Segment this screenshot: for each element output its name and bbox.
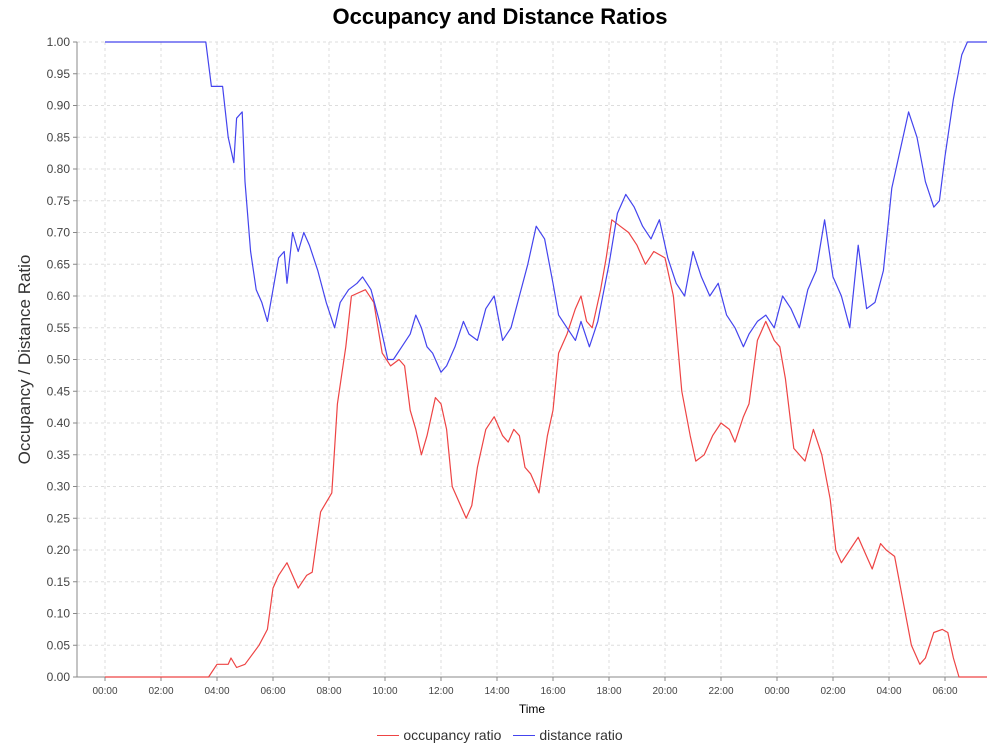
- y-tick-label: 0.05: [47, 638, 71, 652]
- x-tick-label: 18:00: [596, 686, 621, 697]
- x-tick-label: 14:00: [484, 686, 509, 697]
- x-axis-label: Time: [519, 702, 546, 716]
- y-tick-label: 0.00: [47, 670, 71, 684]
- x-tick-label: 08:00: [316, 686, 341, 697]
- legend-label-occupancy: occupancy ratio: [403, 727, 502, 743]
- x-tick-label: 22:00: [708, 686, 733, 697]
- x-tick-label: 00:00: [764, 686, 789, 697]
- y-tick-label: 0.15: [47, 575, 71, 589]
- y-tick-label: 0.55: [47, 321, 71, 335]
- chart-title: Occupancy and Distance Ratios: [332, 4, 668, 29]
- x-tick-label: 06:00: [260, 686, 285, 697]
- y-tick-label: 0.30: [47, 480, 71, 494]
- legend-item-occupancy: occupancy ratio: [377, 727, 501, 743]
- y-axis-label: Occupancy / Distance Ratio: [15, 255, 34, 465]
- y-tick-label: 0.25: [47, 511, 71, 525]
- legend-item-distance: distance ratio: [513, 727, 623, 743]
- x-tick-label: 12:00: [428, 686, 453, 697]
- legend-swatch-occupancy: [377, 734, 400, 736]
- y-tick-label: 0.45: [47, 384, 71, 398]
- x-tick-label: 06:00: [932, 686, 957, 697]
- x-tick-label: 04:00: [204, 686, 229, 697]
- y-tick-label: 0.70: [47, 226, 71, 240]
- y-tick-label: 0.20: [47, 543, 71, 557]
- y-tick-label: 0.50: [47, 353, 71, 367]
- y-tick-label: 0.75: [47, 194, 71, 208]
- chart-legend: occupancy ratio distance ratio: [0, 727, 1000, 743]
- series-line-occupancy: [105, 219, 987, 678]
- y-tick-label: 1.00: [47, 35, 71, 49]
- y-tick-label: 0.60: [47, 289, 71, 303]
- y-tick-label: 0.40: [47, 416, 71, 430]
- series-line-distance: [105, 41, 987, 373]
- y-tick-label: 0.65: [47, 257, 71, 271]
- y-tick-label: 0.85: [47, 130, 71, 144]
- x-tick-label: 00:00: [92, 686, 117, 697]
- x-tick-label: 02:00: [820, 686, 845, 697]
- x-tick-label: 10:00: [372, 686, 397, 697]
- legend-swatch-distance: [513, 734, 536, 736]
- y-tick-label: 0.95: [47, 67, 71, 81]
- x-tick-label: 20:00: [652, 686, 677, 697]
- y-tick-label: 0.80: [47, 162, 71, 176]
- y-tick-label: 0.10: [47, 607, 71, 621]
- legend-label-distance: distance ratio: [539, 727, 623, 743]
- plot-area: [77, 42, 987, 677]
- y-tick-label: 0.90: [47, 99, 71, 113]
- x-tick-label: 04:00: [876, 686, 901, 697]
- y-tick-label: 0.35: [47, 448, 71, 462]
- x-tick-label: 16:00: [540, 686, 565, 697]
- x-tick-label: 02:00: [148, 686, 173, 697]
